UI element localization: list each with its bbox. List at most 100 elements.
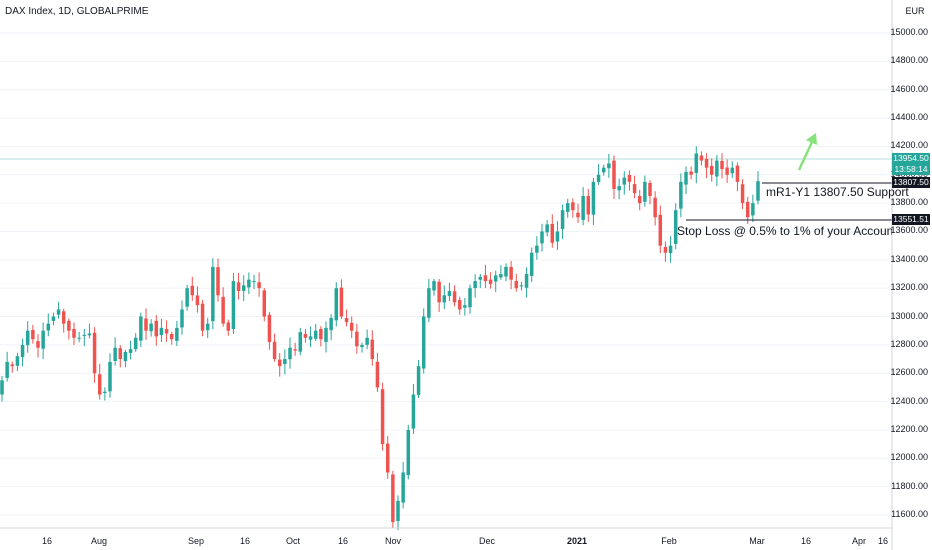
candle-body [344, 317, 349, 323]
candle-body [535, 245, 539, 253]
candle-body [740, 184, 745, 204]
candle-body [571, 202, 575, 211]
candle-body [509, 266, 513, 280]
candle-body [499, 274, 503, 278]
candle-body [46, 323, 51, 331]
candle-body [519, 285, 524, 287]
candle-body [123, 351, 128, 362]
candle-body [149, 323, 153, 332]
candle-body [607, 163, 611, 169]
candle-body [391, 474, 395, 523]
candle-body [349, 322, 354, 331]
candle-body [447, 291, 452, 297]
y-tick-label: 13800.00 [890, 197, 928, 208]
y-tick-label: 13400.00 [890, 253, 928, 264]
candle-body [643, 181, 647, 202]
candle-body [36, 341, 40, 348]
candle-body [319, 328, 323, 340]
y-tick-label: 12600.00 [890, 367, 928, 378]
candle-body [236, 282, 241, 292]
candle-body [632, 184, 637, 194]
candle-body [241, 285, 246, 291]
candle-body [56, 309, 61, 315]
candle-body [339, 287, 344, 317]
x-tick-label: Mar [749, 536, 765, 546]
candle-body [144, 318, 148, 331]
candle-body [195, 295, 200, 306]
y-tick-label: 14400.00 [890, 112, 928, 123]
chart-header: DAX Index, 1D, GLOBALPRIME [5, 6, 149, 17]
y-tick-label: 14600.00 [890, 83, 928, 94]
y-tick-label: 12800.00 [890, 338, 928, 349]
candle-body [756, 181, 760, 201]
candle-body [437, 281, 441, 303]
x-tick-label: 16 [239, 536, 251, 546]
candle-body [689, 171, 693, 175]
candle-body [550, 223, 555, 243]
candle-body [555, 231, 560, 242]
candle-body [329, 317, 333, 331]
candle-body [483, 275, 488, 282]
candlestick-series [0, 146, 760, 531]
x-tick-label: Dec [478, 536, 496, 546]
candle-body [277, 359, 282, 367]
candle-body [401, 472, 405, 503]
candle-body [108, 361, 112, 392]
candle-body [478, 276, 483, 280]
candle-body [190, 285, 195, 296]
x-tick-label: Nov [384, 536, 402, 546]
support-price-badge: 13807.50 [892, 177, 930, 188]
last-price-badge: 13954.50 13:58:14 [892, 153, 930, 175]
candle-body [365, 337, 369, 345]
candle-body [82, 334, 87, 336]
candle-body [684, 171, 688, 185]
candle-body [51, 316, 56, 321]
candle-body [468, 288, 472, 308]
candle-body [334, 288, 339, 321]
candle-body [262, 290, 267, 317]
x-tick-label: 16 [337, 536, 349, 546]
candle-body [529, 252, 534, 276]
candle-body [200, 303, 205, 331]
candle-body [473, 281, 477, 289]
candle-body [185, 288, 189, 307]
candle-body [648, 182, 652, 197]
candle-body [653, 197, 657, 218]
candle-body [216, 267, 220, 296]
x-tick-label: Oct [285, 536, 301, 546]
candle-body [25, 330, 30, 346]
bar-countdown: 13:58:14 [894, 164, 928, 174]
candle-body [745, 201, 750, 218]
candle-body [601, 167, 606, 173]
candle-body [0, 380, 4, 395]
candle-body [524, 274, 529, 288]
x-tick-label: 16 [877, 536, 889, 546]
candle-body [488, 279, 493, 284]
y-tick-label: 12200.00 [890, 423, 928, 434]
candle-body [31, 329, 35, 340]
support-annotation: mR1-Y1 13807.50 Support [766, 185, 909, 199]
candle-body [545, 224, 549, 233]
grid [0, 32, 892, 516]
candle-body [735, 165, 740, 182]
y-tick-label: 11800.00 [891, 480, 928, 491]
candle-body [668, 245, 673, 254]
candle-body [637, 196, 642, 204]
candle-body [406, 429, 411, 476]
candle-body [751, 203, 755, 216]
candle-body [180, 309, 184, 328]
candle-body [581, 196, 585, 220]
candle-body [622, 177, 627, 185]
candle-body [92, 332, 97, 374]
stop-price-badge: 13551.51 [892, 214, 930, 225]
candle-body [679, 181, 683, 209]
candle-body [128, 349, 133, 353]
y-tick-label: 14200.00 [890, 140, 928, 151]
x-tick-label: 16 [41, 536, 53, 546]
stop-loss-annotation: Stop Loss @ 0.5% to 1% of your Account B… [677, 224, 892, 238]
candle-body [288, 347, 292, 360]
candle-body [457, 299, 462, 310]
candle-body [175, 327, 179, 341]
x-tick-label: Apr [851, 536, 867, 546]
